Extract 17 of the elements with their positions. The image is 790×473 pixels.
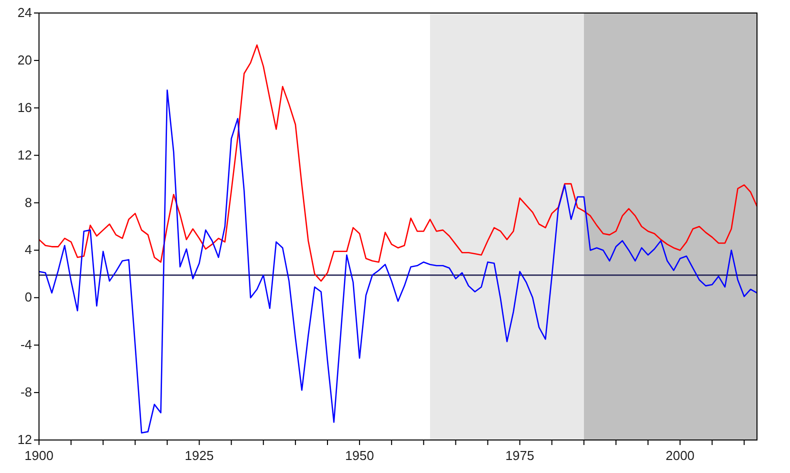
y-tick-label: 16 — [18, 100, 32, 115]
y-tick-label: 4 — [24, 242, 32, 258]
x-tick-label: 1975 — [505, 448, 534, 463]
y-tick-label: 8 — [24, 194, 32, 210]
y-tick-label: 12 — [18, 147, 32, 162]
x-tick-label: 1925 — [184, 448, 214, 463]
x-tick-label: 1950 — [345, 448, 374, 463]
y-tick-label: 20 — [18, 52, 32, 68]
y-tick-label: 12 — [18, 432, 32, 447]
y-tick-label: 0 — [24, 290, 32, 305]
x-tick-label: 1900 — [24, 448, 54, 463]
y-tick-label: -4 — [20, 337, 32, 352]
line-series — [38, 44, 758, 282]
y-tick-label: 24 — [18, 5, 32, 20]
y-tick-label: -8 — [20, 384, 32, 400]
line-series — [38, 89, 758, 434]
x-tick-label: 2000 — [666, 448, 695, 463]
